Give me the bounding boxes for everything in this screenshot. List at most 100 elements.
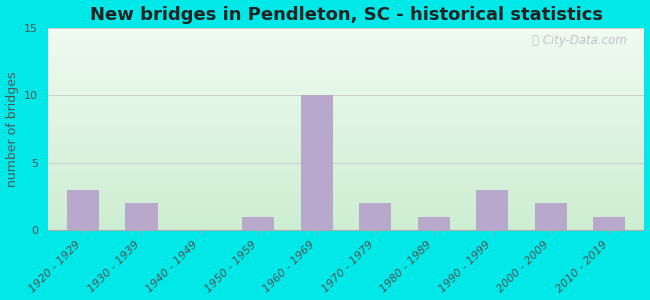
Bar bbox=[48, 90, 644, 91]
Bar bbox=[48, 66, 644, 68]
Bar bbox=[48, 176, 644, 177]
Bar bbox=[48, 225, 644, 226]
Bar bbox=[48, 113, 644, 114]
Bar bbox=[48, 211, 644, 212]
Bar bbox=[48, 190, 644, 191]
Bar bbox=[48, 59, 644, 60]
Bar bbox=[48, 210, 644, 211]
Bar bbox=[48, 213, 644, 214]
Bar bbox=[48, 48, 644, 49]
Text: ⓘ City-Data.com: ⓘ City-Data.com bbox=[532, 34, 627, 47]
Bar bbox=[48, 44, 644, 45]
Bar bbox=[48, 169, 644, 171]
Bar bbox=[48, 62, 644, 63]
Bar bbox=[48, 148, 644, 149]
Bar bbox=[48, 126, 644, 127]
Bar bbox=[48, 80, 644, 82]
Bar bbox=[48, 134, 644, 135]
Bar bbox=[48, 35, 644, 36]
Bar bbox=[48, 97, 644, 98]
Bar bbox=[48, 74, 644, 75]
Bar bbox=[48, 119, 644, 120]
Bar bbox=[48, 152, 644, 153]
Bar bbox=[48, 105, 644, 106]
Bar bbox=[48, 224, 644, 225]
Bar bbox=[48, 212, 644, 213]
Bar bbox=[48, 82, 644, 83]
Bar bbox=[48, 203, 644, 204]
Bar bbox=[48, 116, 644, 117]
Bar bbox=[48, 174, 644, 175]
Bar bbox=[48, 172, 644, 174]
Bar bbox=[48, 209, 644, 210]
Bar bbox=[301, 95, 333, 230]
Bar bbox=[48, 200, 644, 201]
Bar bbox=[48, 42, 644, 43]
Bar bbox=[48, 46, 644, 47]
Bar bbox=[48, 96, 644, 97]
Bar bbox=[48, 184, 644, 185]
Bar bbox=[48, 28, 644, 29]
Bar bbox=[48, 199, 644, 200]
Bar bbox=[48, 102, 644, 103]
Bar bbox=[48, 53, 644, 54]
Bar bbox=[48, 77, 644, 79]
Bar bbox=[48, 171, 644, 172]
Bar bbox=[48, 38, 644, 39]
Bar bbox=[48, 192, 644, 193]
Bar bbox=[48, 154, 644, 155]
Bar bbox=[48, 36, 644, 37]
Bar bbox=[48, 149, 644, 150]
Bar bbox=[48, 68, 644, 69]
Bar bbox=[48, 50, 644, 51]
Bar bbox=[48, 167, 644, 169]
Bar bbox=[48, 108, 644, 109]
Bar bbox=[48, 217, 644, 218]
Bar bbox=[48, 32, 644, 33]
Bar bbox=[48, 187, 644, 188]
Bar bbox=[48, 52, 644, 53]
Bar bbox=[48, 69, 644, 70]
Bar bbox=[48, 204, 644, 205]
Bar bbox=[48, 75, 644, 76]
Bar bbox=[48, 150, 644, 151]
Bar bbox=[48, 63, 644, 64]
Bar bbox=[48, 208, 644, 209]
Bar bbox=[48, 191, 644, 192]
Bar bbox=[48, 101, 644, 102]
Bar bbox=[48, 129, 644, 130]
Bar bbox=[48, 207, 644, 208]
Bar bbox=[48, 201, 644, 202]
Bar bbox=[48, 54, 644, 55]
Bar bbox=[48, 169, 644, 170]
Bar bbox=[48, 223, 644, 224]
Bar bbox=[48, 198, 644, 199]
Bar bbox=[48, 110, 644, 111]
Bar bbox=[48, 107, 644, 108]
Bar bbox=[48, 138, 644, 139]
Bar bbox=[48, 164, 644, 166]
Bar bbox=[48, 123, 644, 124]
Bar bbox=[48, 141, 644, 142]
Bar bbox=[48, 85, 644, 86]
Bar bbox=[48, 56, 644, 57]
Bar bbox=[48, 98, 644, 99]
Bar bbox=[48, 87, 644, 88]
Bar bbox=[48, 163, 644, 164]
Bar bbox=[48, 111, 644, 112]
Bar bbox=[48, 99, 644, 100]
Bar bbox=[48, 109, 644, 110]
Bar bbox=[48, 228, 644, 229]
Bar bbox=[48, 188, 644, 189]
Bar bbox=[48, 94, 644, 95]
Bar bbox=[48, 60, 644, 61]
Bar bbox=[48, 55, 644, 56]
Bar bbox=[48, 226, 644, 227]
Bar bbox=[242, 217, 274, 230]
Bar bbox=[48, 133, 644, 134]
Bar bbox=[48, 61, 644, 62]
Bar bbox=[48, 158, 644, 159]
Bar bbox=[48, 186, 644, 187]
Bar bbox=[48, 215, 644, 216]
Bar bbox=[48, 122, 644, 123]
